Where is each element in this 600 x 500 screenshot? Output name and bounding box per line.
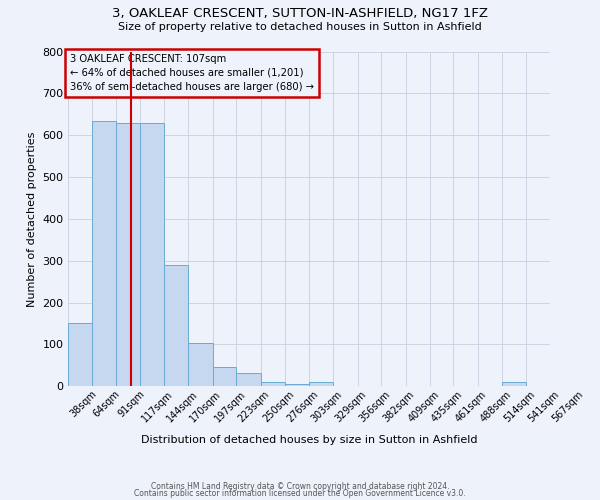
Bar — [285, 384, 310, 386]
Text: 3 OAKLEAF CRESCENT: 107sqm
← 64% of detached houses are smaller (1,201)
36% of s: 3 OAKLEAF CRESCENT: 107sqm ← 64% of deta… — [70, 54, 314, 92]
Bar — [502, 382, 526, 386]
Y-axis label: Number of detached properties: Number of detached properties — [27, 131, 37, 306]
X-axis label: Distribution of detached houses by size in Sutton in Ashfield: Distribution of detached houses by size … — [141, 435, 477, 445]
Text: Contains public sector information licensed under the Open Government Licence v3: Contains public sector information licen… — [134, 490, 466, 498]
Bar — [188, 343, 213, 386]
Text: Size of property relative to detached houses in Sutton in Ashfield: Size of property relative to detached ho… — [118, 22, 482, 32]
Text: Contains HM Land Registry data © Crown copyright and database right 2024.: Contains HM Land Registry data © Crown c… — [151, 482, 449, 491]
Text: 3, OAKLEAF CRESCENT, SUTTON-IN-ASHFIELD, NG17 1FZ: 3, OAKLEAF CRESCENT, SUTTON-IN-ASHFIELD,… — [112, 8, 488, 20]
Bar — [68, 324, 92, 386]
Bar — [140, 122, 164, 386]
Bar — [92, 120, 116, 386]
Bar — [236, 373, 261, 386]
Bar — [116, 122, 140, 386]
Bar — [213, 368, 236, 386]
Bar — [310, 382, 333, 386]
Bar — [164, 265, 188, 386]
Bar — [261, 382, 285, 386]
